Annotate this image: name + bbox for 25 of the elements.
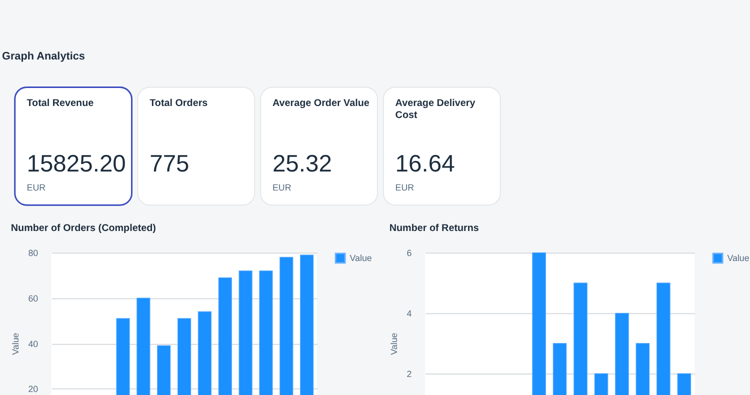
text: Total Orders [150,98,208,110]
y-tick-label: 80 [28,248,38,258]
text: 16.64 [395,150,455,178]
y-axis-title: Value [10,332,20,355]
y-axis-title: Value [388,332,399,355]
text: Total Revenue [26,98,94,110]
y-tick-label: 40 [28,338,38,349]
legend-label: Value [727,253,750,264]
text: Average Delivery Cost [395,98,476,121]
text: 15825.20 [26,150,126,178]
chart-title: Number of Returns [389,222,480,234]
text: 25.32 [272,150,332,178]
chart-title: Number of Orders (Completed) [10,222,156,234]
y-tick-label: 6 [406,248,412,258]
y-tick-label: 20 [28,384,38,394]
text: Graph Analytics [2,50,85,62]
text: EUR [395,182,415,192]
legend-label: Value [350,253,372,264]
y-tick-label: 60 [28,293,38,304]
text: EUR [26,182,46,192]
y-tick-label: 2 [406,369,412,380]
text: EUR [272,182,292,192]
y-tick-label: 4 [406,308,412,319]
text: 775 [150,150,190,178]
text: Average Order Value [272,98,370,110]
